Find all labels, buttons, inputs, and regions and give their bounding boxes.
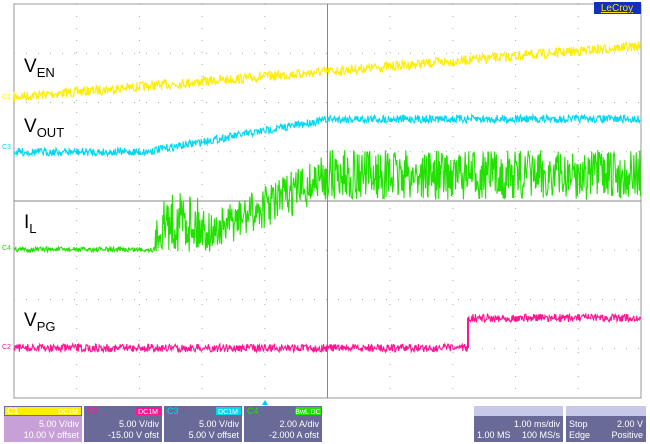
trigger-marker — [262, 400, 268, 405]
panel-badge — [85, 407, 161, 415]
panel-line: 5.00 V/div — [39, 419, 80, 429]
trace-label-sub: OUT — [37, 125, 65, 140]
trace-label-main: I — [24, 212, 29, 233]
panel-channel: C4 — [247, 406, 259, 416]
trigger-mode: Stop — [569, 419, 588, 429]
waveform — [13, 149, 641, 254]
waveform — [13, 40, 641, 103]
panel-channel: C2 — [87, 406, 99, 416]
panel-badge — [245, 407, 321, 415]
trace-label-main: V — [24, 116, 37, 137]
panel-body — [244, 416, 322, 442]
logo: LeCroy — [601, 3, 633, 14]
coupling-badge — [136, 407, 161, 415]
coupling-badge — [216, 407, 241, 415]
channel-marker: C2 — [2, 344, 11, 351]
timebase-rate: 100 MS/s — [522, 430, 561, 440]
panel-badge — [5, 407, 81, 415]
panel-body — [84, 416, 162, 442]
waveforms — [13, 40, 641, 354]
channel-marker: C1 — [2, 94, 11, 101]
panel-channel: C1 — [7, 406, 19, 416]
trace-label-sub: EN — [37, 65, 55, 80]
panel-header — [566, 406, 646, 416]
trace-label: IL — [24, 212, 37, 236]
logo-box — [594, 2, 641, 14]
trace-label-sub: PG — [37, 319, 56, 334]
channel-marker: C3 — [2, 144, 11, 151]
panel-coupling: DC1M — [218, 409, 238, 416]
trace-label: VOUT — [24, 116, 64, 140]
panel-coupling: BwL DC — [295, 409, 320, 416]
panel-line: 5.00 V/div — [119, 419, 160, 429]
panel-line: -15.00 V ofst — [108, 430, 160, 440]
panel-body — [566, 416, 646, 442]
panel-badge — [165, 407, 241, 415]
panel-coupling: DC1M — [58, 409, 78, 416]
panel-coupling: DC1M — [138, 409, 158, 416]
channel-marker: C4 — [2, 245, 11, 252]
panel-body — [164, 416, 242, 442]
panel-line: 5.00 V offset — [189, 430, 240, 440]
panel-line: 5.00 V/div — [199, 419, 240, 429]
waveform — [13, 112, 641, 158]
panel-line: -2.000 A ofst — [269, 430, 320, 440]
trigger-type: Edge — [569, 430, 590, 440]
coupling-badge — [56, 407, 81, 415]
trigger-level: 2.00 V — [617, 419, 643, 429]
trace-label: VEN — [24, 56, 55, 80]
trace-label-main: V — [24, 310, 37, 331]
trace-label-sub: L — [29, 221, 36, 236]
trigger-slope: Positive — [611, 430, 643, 440]
coupling-badge — [296, 407, 321, 415]
panel-line: 10.00 V offset — [24, 430, 80, 440]
panel-body — [474, 416, 563, 442]
panel-line: 2.00 A/div — [279, 419, 319, 429]
trace-label: VPG — [24, 310, 55, 334]
waveform — [13, 312, 641, 354]
panel-channel: C3 — [167, 406, 179, 416]
timebase-div: 1.00 ms/div — [514, 419, 561, 429]
timebase-samples: 1.00 MS — [477, 430, 511, 440]
panel-body — [4, 416, 82, 442]
panel-header — [474, 406, 563, 416]
trace-label-main: V — [24, 56, 37, 77]
